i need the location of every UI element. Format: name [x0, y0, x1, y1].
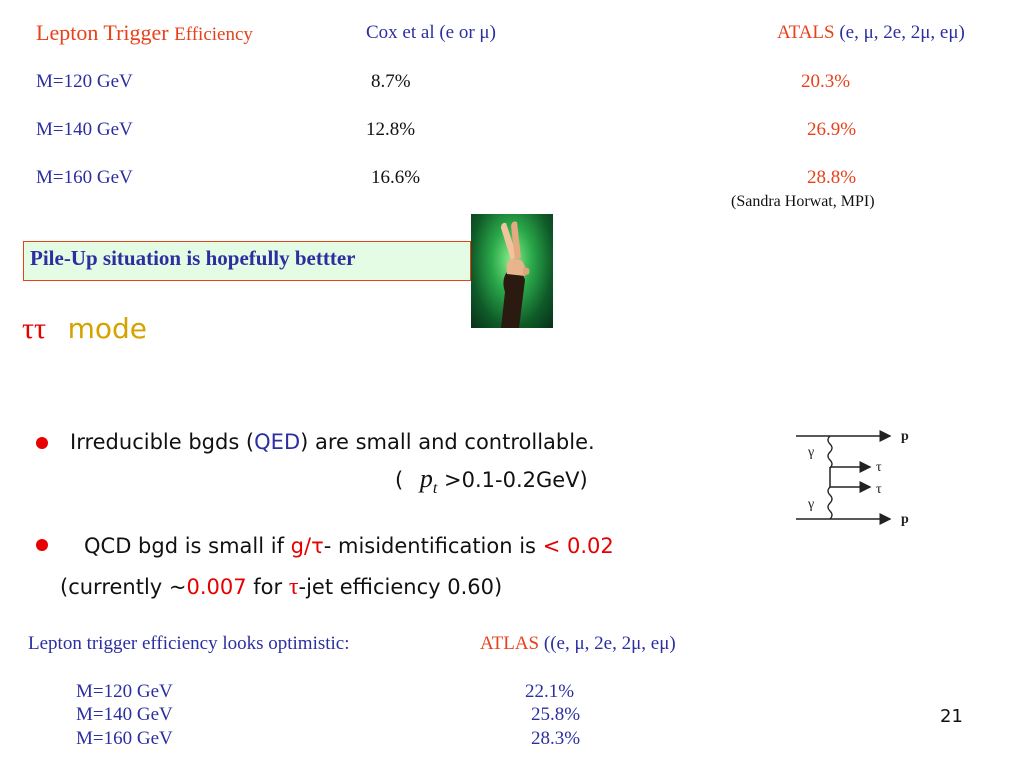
bullet-2-pre: QCD bgd is small if [84, 534, 291, 558]
row-atlas-160: 28.8% [807, 167, 857, 188]
header-atlas-modes: (e, μ, 2e, 2μ, eμ) [839, 22, 965, 43]
bullet-1-pt-var: p [419, 464, 433, 493]
title-efficiency: Efficiency [174, 24, 253, 45]
gamma-label-top: γ [807, 445, 814, 460]
p-label-bottom: p [901, 512, 909, 527]
row-atlas-120: 20.3% [801, 71, 851, 92]
bullet-2-line2-mid: for [246, 575, 289, 599]
page-number: 21 [940, 706, 963, 727]
row-atlas-140: 26.9% [807, 119, 857, 140]
header-atlas-label: ATALS [777, 22, 835, 43]
bullet-2-limit: < 0.02 [542, 534, 614, 558]
bullet-2-line-2: (currently ~0.007 for τ-jet efficiency 0… [60, 574, 502, 601]
bullet-2-line2-pre: (currently ~ [60, 575, 187, 599]
row-mass-160: M=160 GeV [36, 167, 133, 188]
bottom-mass-120: M=120 GeV [76, 681, 173, 702]
bullet-2-line2-tau: τ [288, 574, 299, 600]
credit: (Sandra Horwat, MPI) [731, 193, 875, 210]
bullet-1-post: ) are small and controllable. [300, 430, 595, 454]
photon-line-bottom [827, 486, 833, 520]
row-cox-120: 8.7% [371, 71, 411, 92]
bullet-dot-1 [36, 437, 48, 449]
bullet-2-line-1: QCD bgd is small if g/τ- misidentificati… [84, 534, 614, 558]
bullet-2-line2-val: 0.007 [186, 575, 247, 599]
bullet-1-qed: QED [254, 430, 301, 454]
bottom-atlas-modes: ((e, μ, 2e, 2μ, eμ) [543, 633, 676, 654]
header-cox: Cox et al (e or μ) [366, 22, 496, 43]
crossed-fingers-image [471, 214, 553, 328]
bottom-mass-160: M=160 GeV [76, 728, 173, 749]
bottom-atlas: ATLAS ((e, μ, 2e, 2μ, eμ) [480, 633, 676, 655]
tau-label-top: τ [876, 460, 882, 475]
bullet-1-pt-sub: t [432, 480, 438, 497]
photon-line-top [827, 435, 833, 469]
pileup-box: Pile-Up situation is hopefully bettter [23, 241, 471, 281]
header-title: Lepton Trigger Efficiency [36, 20, 253, 46]
tau-label-bottom: τ [876, 482, 882, 497]
tautau-symbol: ττ [22, 312, 47, 345]
bottom-caption: Lepton trigger efficiency looks optimist… [28, 633, 350, 654]
mode-word: mode [67, 312, 148, 345]
bullet-2-mid: - misidentification is [323, 534, 543, 558]
title-lepton-trigger: Lepton Trigger [36, 20, 169, 45]
bullet-1-line-1: Irreducible bgds (QED) are small and con… [70, 430, 595, 454]
gamma-label-bottom: γ [807, 497, 814, 512]
row-mass-120: M=120 GeV [36, 71, 133, 92]
header-atlas: ATALS (e, μ, 2e, 2μ, eμ) [777, 22, 965, 44]
bullet-1-pt-open: ( [395, 468, 404, 492]
row-cox-160: 16.6% [371, 167, 421, 188]
row-mass-140: M=140 GeV [36, 119, 133, 140]
bottom-val-120: 22.1% [525, 681, 575, 702]
bullet-dot-2 [36, 539, 48, 551]
feynman-diagram: γ γ τ τ p p [796, 429, 909, 527]
bullet-1-line-2: ( pt >0.1-0.2GeV) [395, 464, 588, 497]
tautau-mode-heading: ττ mode [22, 312, 147, 346]
pileup-text: Pile-Up situation is hopefully bettter [30, 246, 356, 270]
bottom-val-160: 28.3% [531, 728, 581, 749]
bullet-1-pre: Irreducible bgds ( [70, 430, 255, 454]
crossed-fingers-icon [501, 221, 530, 328]
bottom-mass-140: M=140 GeV [76, 704, 173, 725]
bottom-atlas-label: ATLAS [480, 633, 540, 654]
row-cox-140: 12.8% [366, 119, 416, 140]
bottom-val-140: 25.8% [531, 704, 581, 725]
bullet-1-pt-rest: >0.1-0.2GeV) [437, 468, 588, 492]
bullet-2-gtau: g/τ [290, 534, 324, 558]
p-label-top: p [901, 429, 909, 444]
bullet-2-line2-post: -jet efficiency 0.60) [298, 575, 503, 599]
